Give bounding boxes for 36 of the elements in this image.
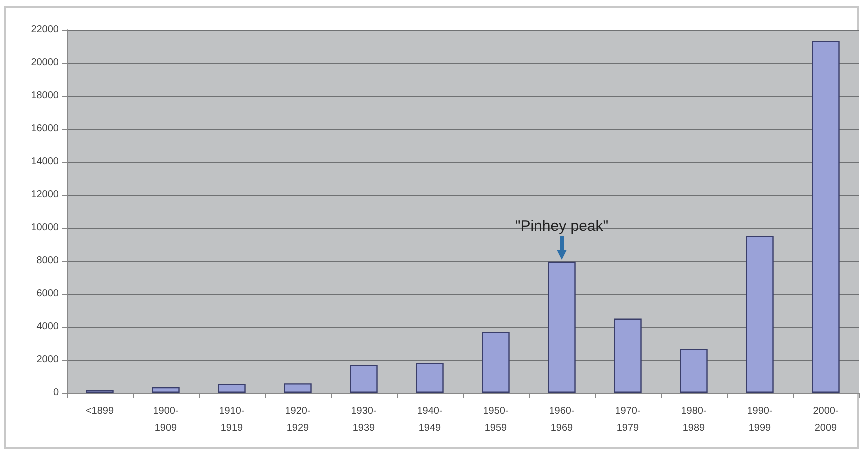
x-tick-label: 1940- 1949 bbox=[417, 406, 443, 434]
x-tick-label: 1950- 1959 bbox=[483, 406, 509, 434]
y-tick-label: 6000 bbox=[36, 288, 60, 300]
bar bbox=[416, 363, 444, 393]
bar bbox=[152, 387, 180, 393]
x-tick-label: 2000- 2009 bbox=[813, 406, 839, 434]
bar bbox=[680, 349, 708, 393]
x-tick-label: 1960- 1969 bbox=[549, 406, 575, 434]
x-tick-label: 1970- 1979 bbox=[615, 406, 641, 434]
y-tick-label: 16000 bbox=[31, 124, 60, 134]
annotation: "Pinhey peak" bbox=[515, 218, 609, 235]
y-tick-label: 2000 bbox=[36, 354, 60, 366]
x-tick-label: 1990- 1999 bbox=[747, 406, 773, 434]
x-tick-label: 1930- 1939 bbox=[351, 406, 377, 434]
x-tick-label: 1910- 1919 bbox=[219, 406, 245, 434]
y-tick-label: 14000 bbox=[31, 156, 60, 168]
y-tick-label: 20000 bbox=[31, 58, 60, 68]
x-tick-label: 1980- 1989 bbox=[681, 406, 707, 434]
bar bbox=[812, 41, 840, 393]
bar bbox=[218, 384, 246, 393]
bar bbox=[482, 332, 510, 393]
bar bbox=[746, 236, 774, 393]
y-tick-label: 8000 bbox=[36, 256, 60, 266]
y-tick-label: 0 bbox=[53, 388, 60, 398]
x-tick-label: <1899 bbox=[86, 406, 114, 417]
x-tick-label: 1900- 1909 bbox=[153, 406, 179, 434]
x-tick-label: 1920- 1929 bbox=[285, 406, 311, 434]
y-tick-label: 12000 bbox=[31, 190, 60, 200]
y-tick-label: 22000 bbox=[31, 24, 60, 36]
y-tick-label: 10000 bbox=[31, 222, 60, 234]
bar bbox=[350, 364, 378, 393]
bar bbox=[614, 318, 642, 393]
bar bbox=[284, 384, 312, 393]
y-tick-label: 18000 bbox=[31, 90, 60, 102]
y-tick-label: 4000 bbox=[36, 322, 60, 332]
bar bbox=[548, 262, 576, 393]
